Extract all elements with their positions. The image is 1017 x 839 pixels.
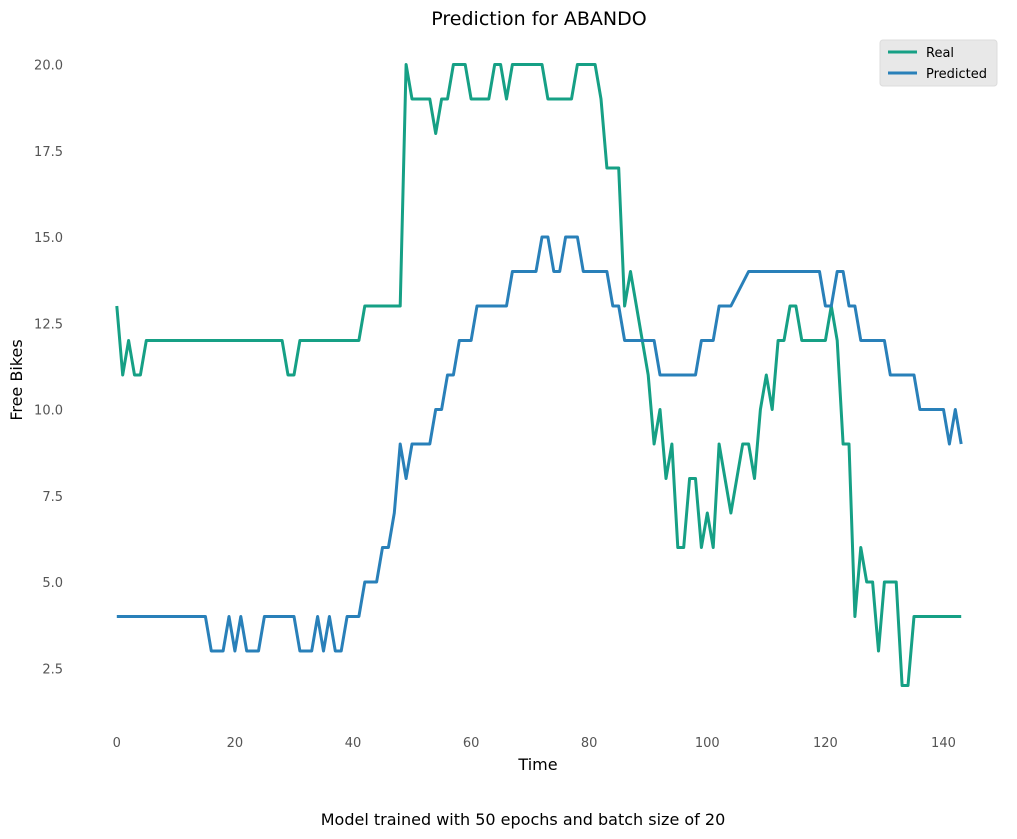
- x-axis-ticks: 0 20 40 60 80 100 120 140: [113, 736, 956, 751]
- y-axis-ticks: 2.5 5.0 7.5 10.0 12.5 15.0 17.5 20.0: [34, 59, 63, 678]
- x-tick-label: 120: [813, 736, 838, 751]
- y-tick-label: 2.5: [42, 662, 63, 677]
- y-tick-label: 7.5: [42, 490, 63, 505]
- y-tick-label: 17.5: [34, 145, 63, 160]
- y-tick-label: 5.0: [42, 576, 63, 591]
- chart-caption: Model trained with 50 epochs and batch s…: [321, 810, 726, 829]
- x-tick-label: 100: [695, 736, 720, 751]
- x-tick-label: 80: [581, 736, 598, 751]
- y-tick-label: 20.0: [34, 59, 63, 74]
- x-tick-label: 140: [931, 736, 956, 751]
- x-tick-label: 60: [463, 736, 480, 751]
- legend: Real Predicted: [879, 39, 998, 87]
- legend-real-label: Real: [926, 46, 954, 61]
- x-axis-label: Time: [517, 755, 557, 774]
- series-line-predicted: [116, 235, 963, 653]
- y-tick-label: 10.0: [34, 404, 63, 419]
- x-tick-label: 40: [345, 736, 362, 751]
- series-line-real: [115, 63, 962, 687]
- chart-title: Prediction for ABANDO: [431, 8, 646, 30]
- y-tick-label: 15.0: [34, 231, 63, 246]
- y-axis-label: Free Bikes: [7, 339, 26, 420]
- y-tick-label: 12.5: [34, 317, 63, 332]
- series-layer: [115, 63, 963, 687]
- legend-predicted-label: Predicted: [926, 67, 987, 82]
- x-tick-label: 0: [113, 736, 121, 751]
- x-tick-label: 20: [227, 736, 244, 751]
